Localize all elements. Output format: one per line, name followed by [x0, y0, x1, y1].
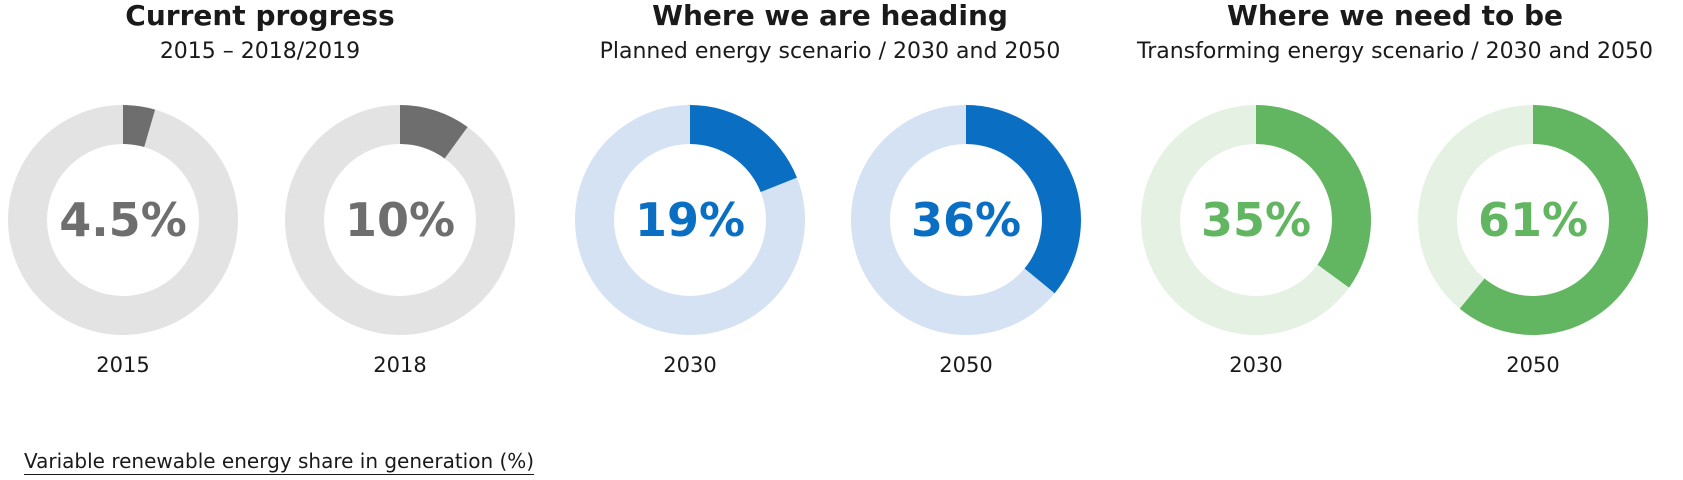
- donut-value-arc: [690, 105, 797, 193]
- donut-value-label: 4.5%: [59, 193, 187, 247]
- donut-2015-group-0: 4.5% 2015: [8, 105, 238, 377]
- donut-2050-group-2: 61% 2050: [1418, 105, 1648, 377]
- group-title-where-need-to-be: Where we need to be: [1226, 0, 1564, 32]
- donut-value-arc: [1256, 105, 1371, 288]
- donut-2030-group-2: 35% 2030: [1141, 105, 1371, 377]
- donut-value-arc: [966, 105, 1081, 294]
- donut-year-label: 2018: [373, 353, 426, 377]
- donut-year-label: 2050: [1506, 353, 1559, 377]
- group-subtitle-where-need-to-be: Transforming energy scenario / 2030 and …: [1137, 39, 1653, 64]
- group-title-where-heading: Where we are heading: [652, 0, 1008, 32]
- donut-value-label: 61%: [1478, 193, 1588, 247]
- donut-value-label: 36%: [911, 193, 1021, 247]
- group-title-current-progress: Current progress: [125, 0, 395, 32]
- donut-value-arc: [1459, 105, 1648, 336]
- donut-value-label: 10%: [345, 193, 455, 247]
- donut-value-label: 19%: [635, 193, 745, 247]
- chart-caption: Variable renewable energy share in gener…: [24, 449, 535, 475]
- donut-year-label: 2015: [96, 353, 149, 377]
- donut-year-label: 2030: [663, 353, 716, 377]
- donut-2018-group-0: 10% 2018: [285, 105, 515, 377]
- donut-value-arc: [123, 105, 156, 148]
- group-subtitle-current-progress: 2015 – 2018/2019: [159, 39, 361, 64]
- donut-2030-group-1: 19% 2030: [575, 105, 805, 377]
- donut-2050-group-1: 36% 2050: [851, 105, 1081, 377]
- donut-value-arc: [400, 105, 468, 159]
- donut-year-label: 2050: [939, 353, 992, 377]
- group-subtitle-where-heading: Planned energy scenario / 2030 and 2050: [599, 39, 1061, 64]
- donut-value-label: 35%: [1201, 193, 1311, 247]
- donut-year-label: 2030: [1229, 353, 1282, 377]
